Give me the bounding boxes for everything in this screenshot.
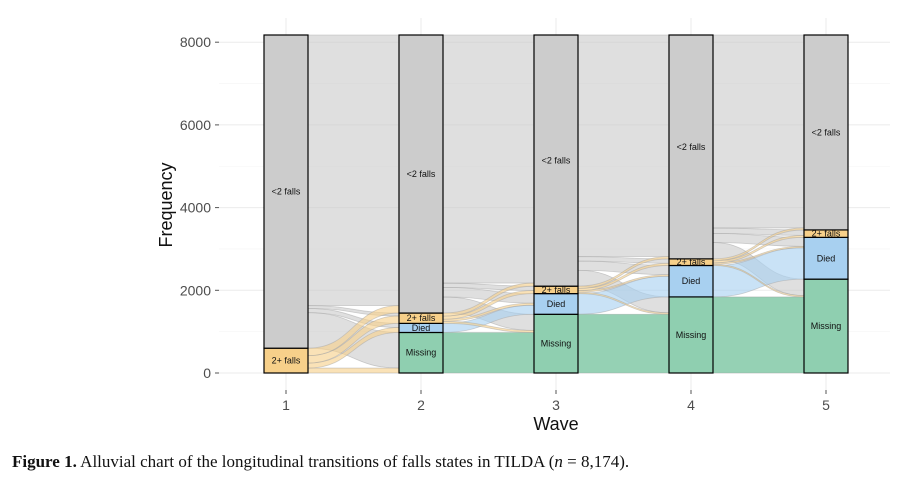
y-axis-title: Frequency [156,162,176,247]
caption-text-end: = 8,174). [562,452,630,471]
stratum-label: Missing [811,321,842,331]
stratum-box [533,313,579,374]
x-tick-label: 5 [822,397,830,413]
stratum-label: Died [412,323,431,333]
x-tick-label: 2 [417,397,425,413]
stratum-box [668,34,714,260]
stratum-box [263,34,309,349]
x-tick-label: 1 [282,397,290,413]
y-tick-label: 2000 [180,282,211,298]
stratum-label: <2 falls [272,187,301,197]
y-axis: 0 2000 4000 6000 8000 [180,34,219,381]
stratum-label: <2 falls [407,169,436,179]
stratum-box [533,34,579,287]
y-tick-label: 8000 [180,34,211,50]
stratum-label: 2+ falls [272,356,301,366]
stratum-label: Died [817,253,836,263]
stratum-label: Died [682,276,701,286]
stratum-box [803,278,849,374]
y-tick-label: 0 [203,365,211,381]
flow-ribbon [577,34,670,258]
stratum-label: 2+ falls [407,313,436,323]
stratum-label: <2 falls [542,156,571,166]
stratum-box [668,296,714,374]
stratum-label: 2+ falls [677,257,706,267]
stratum-label: Missing [406,348,437,358]
flow-ribbon [442,332,535,374]
stratum-box [803,236,849,280]
stratum-box [668,264,714,298]
caption-n-symbol: n [554,452,563,471]
caption-text: Alluvial chart of the longitudinal trans… [80,452,555,471]
flow-ribbon [307,34,400,306]
flows [307,34,805,374]
flow-ribbon [712,34,805,229]
stratum-label: Died [547,299,566,309]
stratum-box [803,34,849,231]
flow-ribbon [307,367,400,374]
x-tick-label: 3 [552,397,560,413]
caption-label: Figure 1. [12,452,77,471]
x-axis-title: Wave [533,414,578,434]
stratum-label: 2+ falls [812,229,841,239]
stratum-label: Missing [676,330,707,340]
stratum-label: <2 falls [812,127,841,137]
stratum-label: <2 falls [677,142,706,152]
x-axis: 1 2 3 4 5 [282,390,830,413]
stratum-label: 2+ falls [542,285,571,295]
stratum-label: Missing [541,339,572,349]
flow-ribbon [712,296,805,374]
x-tick-label: 4 [687,397,695,413]
y-tick-label: 6000 [180,117,211,133]
flow-ribbon [577,313,670,374]
y-tick-label: 4000 [180,200,211,216]
stratum-box [398,34,444,314]
flow-ribbon [442,34,535,284]
figure-caption: Figure 1. Alluvial chart of the longitud… [12,452,892,472]
